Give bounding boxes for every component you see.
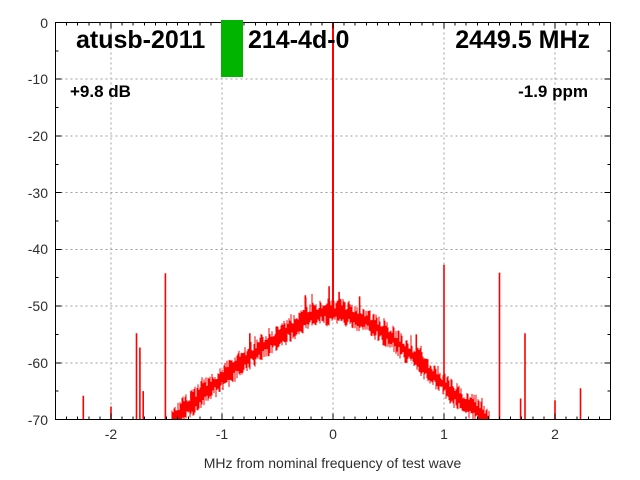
- x-tick-label: 2: [551, 426, 559, 442]
- y-tick-label: -70: [27, 411, 48, 428]
- redaction-block: [221, 20, 243, 77]
- x-axis-title: MHz from nominal frequency of test wave: [203, 455, 462, 471]
- x-tick-label: -1: [215, 426, 229, 442]
- y-tick-label: 0: [40, 14, 48, 31]
- x-tick-label: 1: [440, 426, 448, 442]
- spectrum-trace: [82, 22, 582, 420]
- y-tick-label: -10: [27, 71, 48, 88]
- ppm-offset-readout: -1.9 ppm: [518, 82, 588, 101]
- plot-frame-and-ticks: [55, 22, 611, 420]
- y-tick-label: -40: [27, 241, 48, 258]
- gain-readout: +9.8 dB: [70, 82, 131, 101]
- y-tick-label: -50: [27, 298, 48, 315]
- y-tick-label: -60: [27, 354, 48, 371]
- title-device-id-prefix: atusb-2011: [76, 26, 206, 54]
- y-tick-label: -20: [27, 127, 48, 144]
- x-tick-label: -2: [104, 426, 118, 442]
- title-center-frequency: 2449.5 MHz: [455, 26, 590, 54]
- x-tick-label: 0: [329, 426, 337, 442]
- y-tick-label: -30: [27, 184, 48, 201]
- title-device-id-suffix: 214-4d-0: [248, 26, 350, 54]
